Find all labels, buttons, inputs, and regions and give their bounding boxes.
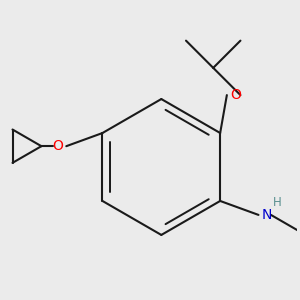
Text: O: O (230, 88, 241, 102)
Text: H: H (273, 196, 282, 209)
Text: O: O (52, 139, 63, 153)
Text: N: N (262, 208, 272, 222)
